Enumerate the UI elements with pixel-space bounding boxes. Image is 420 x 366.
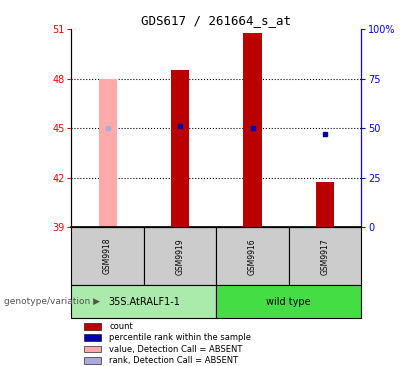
Text: 35S.AtRALF1-1: 35S.AtRALF1-1 [108, 297, 180, 307]
Bar [144, 227, 216, 285]
Bar [289, 227, 361, 285]
Bar [84, 346, 101, 352]
Bar [71, 285, 216, 318]
Bar [216, 227, 289, 285]
Text: count: count [109, 322, 133, 331]
Bar [84, 335, 101, 341]
Text: rank, Detection Call = ABSENT: rank, Detection Call = ABSENT [109, 356, 238, 365]
Text: GSM9916: GSM9916 [248, 238, 257, 274]
Bar [84, 357, 101, 364]
Text: percentile rank within the sample: percentile rank within the sample [109, 333, 251, 342]
Text: GSM9917: GSM9917 [320, 238, 329, 274]
Title: GDS617 / 261664_s_at: GDS617 / 261664_s_at [141, 14, 291, 27]
Text: GSM9918: GSM9918 [103, 238, 112, 274]
Bar [216, 285, 361, 318]
Bar [71, 227, 144, 285]
Text: GSM9919: GSM9919 [176, 238, 184, 274]
Text: genotype/variation ▶: genotype/variation ▶ [4, 298, 100, 306]
Text: wild type: wild type [266, 297, 311, 307]
Bar [316, 183, 334, 227]
Text: value, Detection Call = ABSENT: value, Detection Call = ABSENT [109, 345, 243, 354]
Bar [84, 323, 101, 329]
Bar [99, 79, 117, 227]
Bar [244, 33, 262, 227]
Bar [171, 71, 189, 227]
